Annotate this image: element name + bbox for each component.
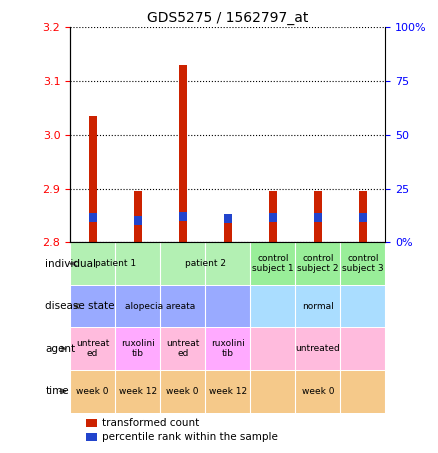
Bar <box>250 285 385 328</box>
Bar <box>70 328 115 370</box>
Text: ruxolini
tib: ruxolini tib <box>121 339 155 358</box>
Text: agent: agent <box>45 344 75 354</box>
Text: week 12: week 12 <box>208 387 247 396</box>
Bar <box>314 213 322 222</box>
Bar <box>70 370 115 413</box>
Bar <box>295 242 340 285</box>
Bar <box>134 191 142 242</box>
Bar <box>359 191 367 242</box>
Bar <box>224 214 232 223</box>
Bar <box>269 191 277 242</box>
Bar <box>250 328 385 370</box>
Bar <box>224 223 232 242</box>
Bar <box>115 328 160 370</box>
Text: time: time <box>45 386 69 396</box>
Bar <box>115 370 160 413</box>
Text: week 0: week 0 <box>302 387 334 396</box>
Bar <box>134 217 142 225</box>
Text: untreat
ed: untreat ed <box>166 339 199 358</box>
Bar <box>86 433 97 441</box>
Title: GDS5275 / 1562797_at: GDS5275 / 1562797_at <box>147 11 308 25</box>
Bar <box>205 370 250 413</box>
Text: untreat
ed: untreat ed <box>76 339 110 358</box>
Text: patient 1: patient 1 <box>95 259 136 268</box>
Text: week 12: week 12 <box>119 387 157 396</box>
Text: alopecia areata: alopecia areata <box>125 302 195 311</box>
Text: transformed count: transformed count <box>102 418 199 428</box>
Text: disease state: disease state <box>45 301 115 311</box>
Bar <box>88 116 97 242</box>
Bar <box>88 213 97 222</box>
Text: control
subject 2: control subject 2 <box>297 254 339 273</box>
Bar <box>205 328 250 370</box>
Text: normal: normal <box>302 302 334 311</box>
Bar <box>179 212 187 221</box>
Bar <box>70 285 250 328</box>
Bar <box>86 419 97 427</box>
Text: week 0: week 0 <box>166 387 199 396</box>
Text: percentile rank within the sample: percentile rank within the sample <box>102 432 278 442</box>
Bar <box>250 370 385 413</box>
Bar <box>340 242 385 285</box>
Bar <box>314 191 322 242</box>
Text: control
subject 3: control subject 3 <box>342 254 384 273</box>
Bar <box>359 213 367 222</box>
Text: individual: individual <box>45 259 96 269</box>
Text: week 0: week 0 <box>76 387 109 396</box>
Text: untreated: untreated <box>296 344 340 353</box>
Bar <box>269 213 277 222</box>
Text: patient 2: patient 2 <box>185 259 226 268</box>
Bar <box>179 65 187 242</box>
Bar <box>160 370 205 413</box>
Text: ruxolini
tib: ruxolini tib <box>211 339 245 358</box>
Text: control
subject 1: control subject 1 <box>252 254 293 273</box>
Bar <box>160 328 205 370</box>
Bar <box>160 242 250 285</box>
Bar <box>70 242 160 285</box>
Bar <box>250 242 295 285</box>
